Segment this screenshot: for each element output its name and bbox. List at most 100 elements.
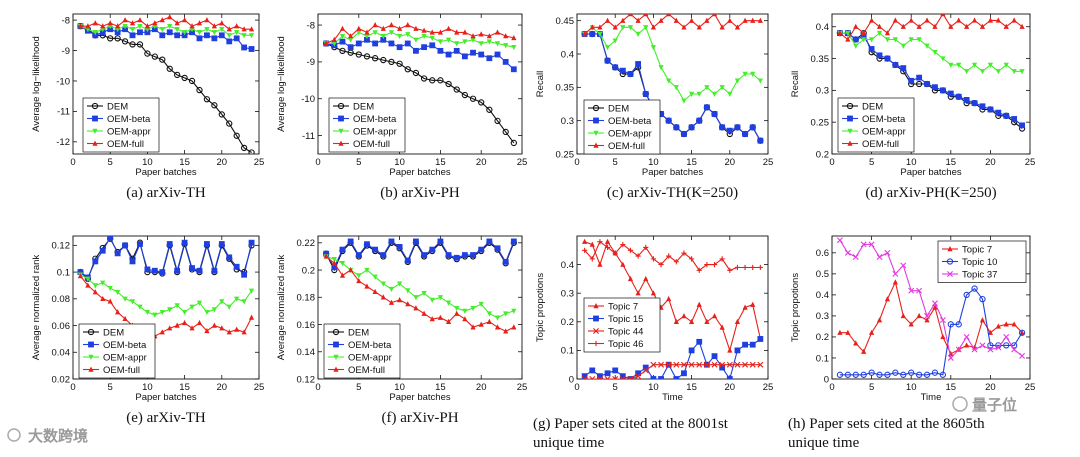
y-tick-label: 0.1 [816, 353, 829, 364]
data-point [836, 237, 843, 244]
data-point [461, 91, 469, 99]
data-point [331, 36, 337, 42]
data-point [437, 39, 443, 45]
data-point [486, 311, 492, 317]
data-point [727, 347, 733, 353]
y-tick-label: -10 [56, 76, 70, 87]
data-point [211, 30, 217, 36]
data-point [987, 342, 994, 349]
data-point [429, 29, 435, 35]
data-point [734, 24, 741, 30]
data-point [107, 35, 114, 42]
watermark-left-text: 大数跨境 [28, 427, 88, 445]
data-point [234, 296, 240, 302]
x-axis-label: Paper batches [135, 392, 197, 403]
chart-a: 0 5 10 15 20 25 -12 -11 -10 -9 -8 Paper batches Aver… [31, 13, 264, 201]
data-point [511, 324, 517, 330]
data-point [388, 299, 395, 305]
data-point [908, 369, 915, 376]
data-point [995, 17, 1001, 23]
x-tick-label: 15 [435, 157, 446, 168]
x-tick-label: 20 [725, 382, 736, 393]
data-point [1019, 69, 1025, 75]
data-point [356, 25, 362, 31]
data-point [589, 376, 596, 379]
data-point [92, 283, 98, 289]
data-point [908, 77, 915, 84]
legend-swatch-marker [947, 271, 953, 277]
data-point [869, 17, 875, 23]
data-point [445, 37, 452, 43]
data-point [339, 38, 346, 45]
data-point [673, 85, 679, 91]
x-tick-label: 20 [217, 157, 228, 168]
legend-swatch-marker [593, 340, 599, 347]
data-point [876, 317, 883, 323]
data-point [900, 262, 907, 269]
y-tick-label: 0.08 [52, 294, 71, 305]
data-point [461, 252, 468, 258]
legend-swatch-marker [333, 354, 339, 360]
x-tick-label: 20 [725, 157, 736, 168]
data-point [174, 267, 181, 274]
data-point [226, 304, 232, 310]
data-point [689, 91, 695, 97]
x-tick-label: 5 [869, 157, 874, 168]
x-tick-label: 15 [435, 382, 446, 393]
data-point [348, 37, 354, 43]
data-point [388, 22, 395, 28]
y-tick-label: 0 [824, 374, 829, 385]
legend-label: OEM-appr [862, 126, 906, 137]
x-tick-label: 25 [763, 382, 774, 393]
data-point [437, 47, 444, 54]
data-point [470, 49, 476, 56]
data-point [703, 104, 710, 111]
data-point [339, 25, 346, 31]
y-tick-label: 0.2 [816, 332, 829, 343]
data-point [900, 43, 906, 49]
data-point [581, 376, 588, 379]
legend-swatch-marker [593, 328, 599, 334]
legend-label: DEM [862, 101, 883, 112]
data-point [429, 246, 436, 253]
data-point [445, 80, 452, 88]
legend-label: Topic 44 [608, 326, 643, 337]
data-point [511, 44, 517, 51]
data-point [122, 315, 128, 322]
data-point [884, 30, 891, 36]
data-point [144, 50, 151, 57]
data-point [597, 373, 603, 379]
y-tick-label: -11 [302, 131, 315, 142]
data-point [445, 318, 452, 324]
series-layer [323, 22, 517, 147]
data-point [462, 39, 468, 45]
data-point [666, 78, 672, 84]
data-point [643, 25, 649, 31]
data-point [987, 346, 994, 353]
data-point [619, 376, 626, 379]
data-point [612, 38, 618, 44]
data-point [151, 53, 158, 60]
legend-swatch-marker [947, 246, 953, 252]
data-point [853, 340, 859, 346]
data-point [405, 288, 411, 294]
data-point [757, 17, 763, 23]
watermark-right: 量子位 [952, 396, 1017, 414]
data-point [100, 23, 106, 29]
data-point [189, 23, 195, 29]
data-point [627, 275, 634, 282]
data-point [181, 239, 188, 246]
data-point [1019, 23, 1025, 29]
data-point [234, 23, 240, 29]
caption: (e) arXiv-TH [126, 410, 206, 426]
legend-label: OEM-full [353, 139, 390, 150]
data-point [688, 347, 695, 354]
data-point [412, 69, 420, 77]
legend-swatch-marker [593, 117, 599, 124]
legend-swatch-marker [92, 115, 98, 122]
data-point [979, 69, 986, 75]
data-point [681, 370, 687, 377]
data-point [454, 41, 460, 47]
watermark-right-text: 量子位 [972, 396, 1017, 414]
data-point [916, 287, 923, 294]
